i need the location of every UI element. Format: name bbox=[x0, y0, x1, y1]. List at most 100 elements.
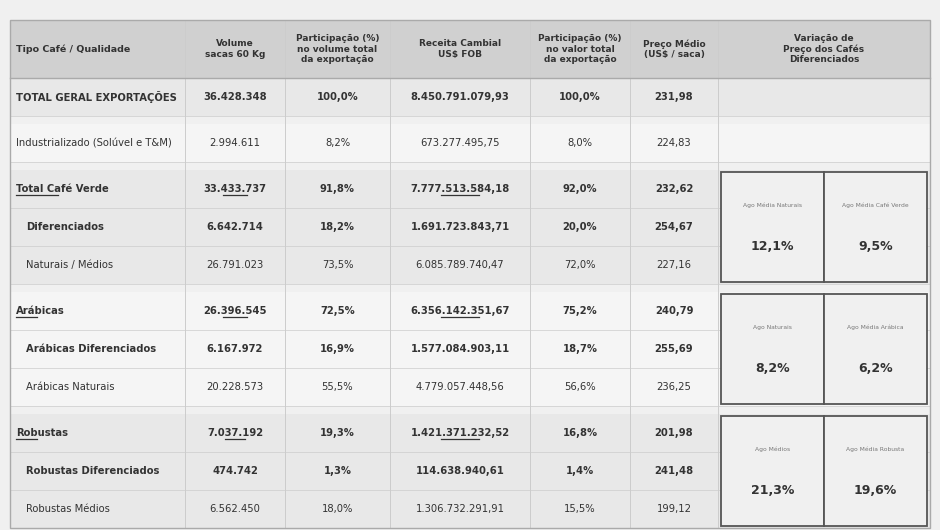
Text: Robustas Diferenciados: Robustas Diferenciados bbox=[26, 466, 160, 476]
Text: 8,0%: 8,0% bbox=[568, 138, 592, 148]
Bar bbox=[824, 294, 927, 404]
Text: 8.450.791.079,93: 8.450.791.079,93 bbox=[411, 92, 509, 102]
Bar bbox=[824, 172, 927, 282]
Text: 9,5%: 9,5% bbox=[858, 240, 893, 253]
Text: 20,0%: 20,0% bbox=[563, 222, 597, 232]
Text: 1.577.084.903,11: 1.577.084.903,11 bbox=[411, 344, 509, 354]
Text: 6.562.450: 6.562.450 bbox=[210, 504, 260, 514]
Text: 114.638.940,61: 114.638.940,61 bbox=[415, 466, 505, 476]
Text: 1.306.732.291,91: 1.306.732.291,91 bbox=[415, 504, 505, 514]
Bar bbox=[10, 208, 930, 246]
Text: Volume
sacas 60 Kg: Volume sacas 60 Kg bbox=[205, 39, 265, 59]
Text: Industrializado (Solúvel e T&M): Industrializado (Solúvel e T&M) bbox=[16, 138, 172, 148]
Text: 236,25: 236,25 bbox=[656, 382, 692, 392]
Text: Ago Média Robusta: Ago Média Robusta bbox=[846, 446, 904, 452]
Text: Diferenciados: Diferenciados bbox=[26, 222, 104, 232]
Text: 7.037.192: 7.037.192 bbox=[207, 428, 263, 438]
Text: 12,1%: 12,1% bbox=[751, 240, 794, 253]
Bar bbox=[824, 416, 927, 526]
Bar bbox=[10, 490, 930, 528]
Text: 6.356.142.351,67: 6.356.142.351,67 bbox=[411, 306, 509, 316]
Text: 240,79: 240,79 bbox=[655, 306, 694, 316]
Text: 36.428.348: 36.428.348 bbox=[203, 92, 267, 102]
Text: 100,0%: 100,0% bbox=[559, 92, 601, 102]
Text: 56,6%: 56,6% bbox=[564, 382, 596, 392]
Text: 254,67: 254,67 bbox=[654, 222, 694, 232]
Bar bbox=[10, 170, 930, 208]
Text: 241,48: 241,48 bbox=[654, 466, 694, 476]
Text: 21,3%: 21,3% bbox=[751, 484, 794, 497]
Text: Preço Médio
(US$ / saca): Preço Médio (US$ / saca) bbox=[643, 39, 705, 59]
Text: 6,2%: 6,2% bbox=[858, 363, 893, 375]
Text: Participação (%)
no volume total
da exportação: Participação (%) no volume total da expo… bbox=[296, 34, 379, 64]
Text: Naturais / Médios: Naturais / Médios bbox=[26, 260, 113, 270]
Bar bbox=[10, 78, 930, 116]
Text: TOTAL GERAL EXPORTAÇÕES: TOTAL GERAL EXPORTAÇÕES bbox=[16, 91, 177, 103]
Text: 75,2%: 75,2% bbox=[563, 306, 598, 316]
Text: 19,6%: 19,6% bbox=[854, 484, 897, 497]
Bar bbox=[10, 20, 930, 78]
Text: 16,8%: 16,8% bbox=[562, 428, 598, 438]
Text: 199,12: 199,12 bbox=[656, 504, 692, 514]
Text: Robustas: Robustas bbox=[16, 428, 68, 438]
Text: 4.779.057.448,56: 4.779.057.448,56 bbox=[415, 382, 505, 392]
Text: 73,5%: 73,5% bbox=[321, 260, 353, 270]
Text: Ago Média Arábica: Ago Média Arábica bbox=[847, 324, 903, 330]
Text: 72,5%: 72,5% bbox=[321, 306, 355, 316]
Text: Variação de
Preço dos Cafés
Diferenciados: Variação de Preço dos Cafés Diferenciado… bbox=[783, 34, 865, 64]
Text: 6.167.972: 6.167.972 bbox=[207, 344, 263, 354]
Text: Ago Média Café Verde: Ago Média Café Verde bbox=[842, 202, 909, 208]
Text: 26.396.545: 26.396.545 bbox=[203, 306, 267, 316]
Text: 7.777.513.584,18: 7.777.513.584,18 bbox=[411, 184, 509, 194]
Text: Arábicas: Arábicas bbox=[16, 306, 65, 316]
Text: 33.433.737: 33.433.737 bbox=[203, 184, 267, 194]
Text: Participação (%)
no valor total
da exportação: Participação (%) no valor total da expor… bbox=[539, 34, 621, 64]
Text: 232,62: 232,62 bbox=[655, 184, 693, 194]
Text: 26.791.023: 26.791.023 bbox=[207, 260, 263, 270]
Text: 255,69: 255,69 bbox=[654, 344, 694, 354]
Text: Ago Naturais: Ago Naturais bbox=[753, 324, 791, 330]
Text: 19,3%: 19,3% bbox=[320, 428, 355, 438]
Text: 1,3%: 1,3% bbox=[323, 466, 352, 476]
Text: 2.994.611: 2.994.611 bbox=[210, 138, 260, 148]
Text: Tipo Café / Qualidade: Tipo Café / Qualidade bbox=[16, 44, 131, 54]
Bar bbox=[721, 416, 824, 526]
Text: 6.085.789.740,47: 6.085.789.740,47 bbox=[415, 260, 505, 270]
Text: Arábicas Naturais: Arábicas Naturais bbox=[26, 382, 115, 392]
Text: 100,0%: 100,0% bbox=[317, 92, 358, 102]
Text: Total Café Verde: Total Café Verde bbox=[16, 184, 109, 194]
Bar bbox=[721, 172, 824, 282]
Bar bbox=[10, 330, 930, 368]
Text: 673.277.495,75: 673.277.495,75 bbox=[420, 138, 500, 148]
Bar bbox=[721, 294, 824, 404]
Text: 1.421.371.232,52: 1.421.371.232,52 bbox=[411, 428, 509, 438]
Text: 92,0%: 92,0% bbox=[563, 184, 597, 194]
Text: 8,2%: 8,2% bbox=[755, 363, 790, 375]
Text: 6.642.714: 6.642.714 bbox=[207, 222, 263, 232]
Text: 8,2%: 8,2% bbox=[325, 138, 350, 148]
Text: 91,8%: 91,8% bbox=[320, 184, 355, 194]
Text: 16,9%: 16,9% bbox=[320, 344, 355, 354]
Text: Ago Média Naturais: Ago Média Naturais bbox=[743, 202, 802, 208]
Text: Receita Cambial
US$ FOB: Receita Cambial US$ FOB bbox=[419, 39, 501, 59]
Bar bbox=[10, 124, 930, 162]
Text: Ago Médios: Ago Médios bbox=[755, 446, 790, 452]
Text: 231,98: 231,98 bbox=[654, 92, 694, 102]
Text: 1,4%: 1,4% bbox=[566, 466, 594, 476]
Text: 18,2%: 18,2% bbox=[320, 222, 355, 232]
Text: 18,7%: 18,7% bbox=[562, 344, 598, 354]
Text: 224,83: 224,83 bbox=[657, 138, 691, 148]
Text: Robustas Médios: Robustas Médios bbox=[26, 504, 110, 514]
Text: 201,98: 201,98 bbox=[654, 428, 694, 438]
Text: 55,5%: 55,5% bbox=[321, 382, 353, 392]
Bar bbox=[10, 414, 930, 452]
Text: 1.691.723.843,71: 1.691.723.843,71 bbox=[411, 222, 509, 232]
Bar bbox=[10, 452, 930, 490]
Text: 18,0%: 18,0% bbox=[321, 504, 353, 514]
Bar bbox=[10, 246, 930, 284]
Text: 474.742: 474.742 bbox=[212, 466, 258, 476]
Text: 15,5%: 15,5% bbox=[564, 504, 596, 514]
Text: 20.228.573: 20.228.573 bbox=[207, 382, 263, 392]
Text: 72,0%: 72,0% bbox=[564, 260, 596, 270]
Bar bbox=[10, 292, 930, 330]
